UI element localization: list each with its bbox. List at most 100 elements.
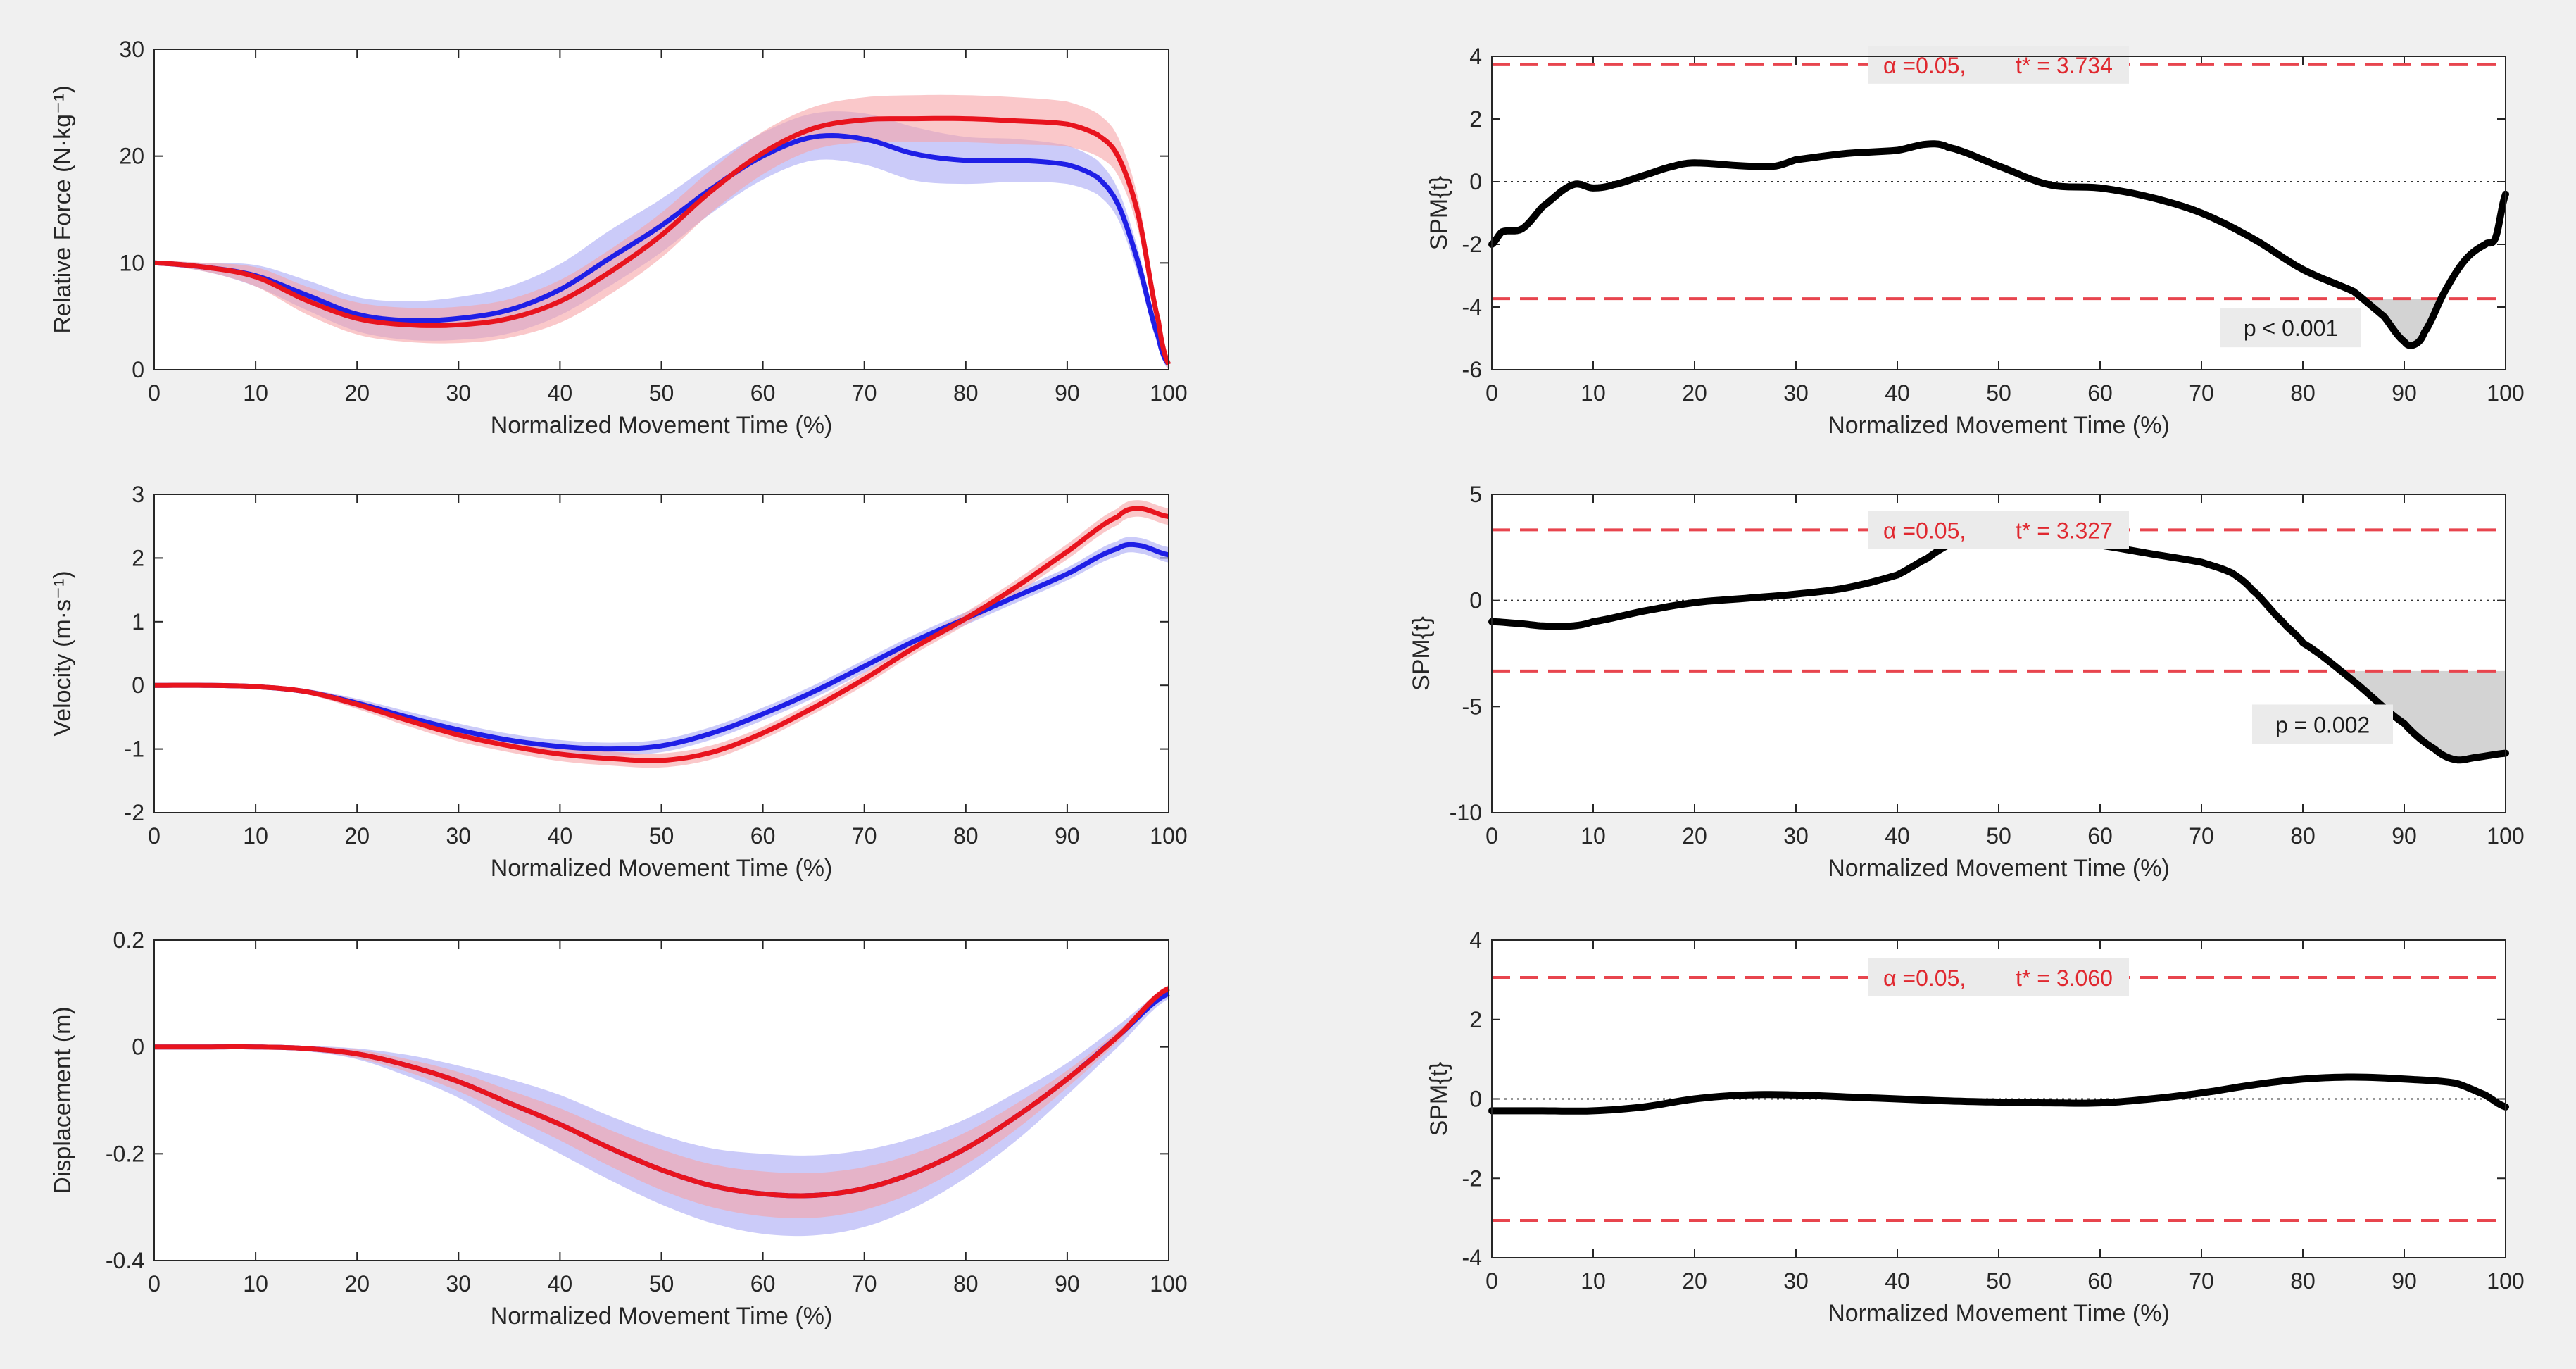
y-tick-label: -2 (125, 800, 144, 825)
y-tick-label: 0 (132, 673, 144, 698)
cluster-fill (2347, 670, 2506, 761)
x-tick-label: 60 (2087, 380, 2113, 406)
y-tick-label: 0 (132, 1034, 144, 1060)
x-tick-label: 20 (344, 823, 370, 849)
y-tick-label: 0 (1469, 169, 1482, 194)
x-axis-label: Normalized Movement Time (%) (491, 1303, 833, 1330)
mean-line-red (154, 506, 1169, 763)
x-tick-label: 70 (852, 380, 877, 406)
y-tick-label: -2 (1462, 1165, 1482, 1191)
x-tick-label: 100 (1150, 823, 1187, 849)
x-tick-label: 10 (1581, 823, 1606, 849)
x-tick-label: 40 (1885, 380, 1910, 406)
tstar-label: t* = 3.060 (2016, 965, 2113, 991)
x-tick-label: 90 (2392, 380, 2417, 406)
y-tick-label: -6 (1462, 357, 1482, 382)
x-tick-label: 100 (2487, 823, 2524, 849)
plot-frame (1491, 939, 2506, 1258)
y-tick-label: 0.2 (113, 927, 144, 953)
y-axis-label: Relative Force (N·kg⁻¹) (49, 85, 76, 333)
x-tick-label: 90 (2392, 1268, 2417, 1294)
x-tick-label: 20 (1682, 380, 1707, 406)
x-tick-label: 70 (2189, 1268, 2214, 1294)
y-axis-label: SPM{t} (1426, 176, 1452, 251)
x-tick-label: 80 (2290, 823, 2316, 849)
x-tick-label: 60 (2087, 1268, 2113, 1294)
y-tick-label: -5 (1462, 694, 1482, 719)
x-tick-label: 80 (2290, 380, 2316, 406)
x-tick-label: 0 (148, 823, 161, 849)
x-tick-label: 30 (1783, 380, 1809, 406)
x-tick-label: 60 (2087, 823, 2113, 849)
x-tick-label: 100 (2487, 380, 2524, 406)
plot-area (154, 940, 1169, 1261)
x-tick-label: 30 (446, 1271, 472, 1296)
x-tick-label: 0 (148, 1271, 161, 1296)
plot-frame (1491, 494, 2506, 813)
spm-velocity-panel: 0 10 20 30 40 50 60 70 80 90 100 -10 -5 0 5 Normalized … (1408, 482, 2525, 882)
x-tick-label: 60 (750, 1271, 776, 1296)
x-tick-label: 100 (1150, 380, 1187, 406)
mean-line-red (154, 986, 1170, 1199)
x-tick-label: 40 (1885, 1268, 1910, 1294)
mean-line-red (153, 115, 1171, 365)
y-tick-label: 10 (119, 250, 144, 275)
x-tick-label: 10 (1581, 380, 1606, 406)
x-tick-label: 100 (2487, 1268, 2524, 1294)
x-tick-label: 80 (2290, 1268, 2316, 1294)
x-tick-label: 80 (953, 380, 979, 406)
x-axis-label: Normalized Movement Time (%) (491, 855, 833, 882)
x-axis-label: Normalized Movement Time (%) (1828, 855, 2170, 882)
x-tick-label: 40 (548, 1271, 573, 1296)
x-tick-label: 40 (1885, 823, 1910, 849)
threshold-label-box (1868, 45, 2129, 84)
y-tick-label: 30 (119, 37, 144, 62)
y-tick-label: -1 (125, 737, 144, 762)
y-tick-label: 2 (1469, 1007, 1482, 1032)
x-tick-label: 30 (1783, 1268, 1809, 1294)
y-tick-label: -4 (1462, 294, 1482, 320)
x-tick-label: 20 (344, 380, 370, 406)
y-tick-label: 4 (1469, 44, 1482, 69)
x-tick-label: 40 (548, 380, 573, 406)
y-tick-label: 2 (132, 545, 144, 570)
x-tick-label: 40 (548, 823, 573, 849)
y-axis-label: Velocity (m·s⁻¹) (49, 570, 76, 736)
x-tick-label: 50 (1986, 380, 2011, 406)
threshold-label-box (1868, 958, 2129, 996)
x-tick-label: 0 (1485, 1268, 1498, 1294)
y-tick-label: 0 (132, 357, 144, 382)
y-tick-label: -10 (1450, 800, 1482, 825)
y-tick-label: 5 (1469, 482, 1482, 507)
x-tick-label: 50 (1986, 1268, 2011, 1294)
x-tick-label: 50 (649, 380, 674, 406)
x-tick-label: 90 (2392, 823, 2417, 849)
x-tick-label: 50 (649, 823, 674, 849)
x-tick-label: 90 (1055, 380, 1080, 406)
x-tick-label: 0 (1485, 380, 1498, 406)
y-tick-label: 20 (119, 144, 144, 169)
x-axis-label: Normalized Movement Time (%) (1828, 1300, 2170, 1327)
x-tick-label: 10 (243, 1271, 268, 1296)
y-axis-label: Displacement (m) (49, 1006, 76, 1194)
force-panel: 0 10 20 30 40 50 60 70 80 90 100 0 10 20 30 Normalized … (49, 37, 1188, 439)
displacement-panel: 0 10 20 30 40 50 60 70 80 90 100 -0.4 -0.2 0 0.2 Normal… (49, 927, 1188, 1330)
x-tick-label: 10 (243, 823, 268, 849)
y-axis-label: SPM{t} (1408, 616, 1435, 691)
plot-frame (153, 49, 1169, 370)
y-tick-label: 0 (1469, 1087, 1482, 1112)
y-axis-label: SPM{t} (1426, 1062, 1452, 1137)
x-tick-label: 50 (649, 1271, 674, 1296)
y-tick-label: 3 (132, 482, 144, 507)
alpha-label: α =0.05, (1883, 518, 1966, 543)
x-tick-label: 30 (446, 823, 472, 849)
y-tick-label: 0 (1469, 588, 1482, 613)
x-tick-label: 90 (1055, 823, 1080, 849)
spm-force-panel: 0 10 20 30 40 50 60 70 80 90 100 -6 -4 -2 0 2 4 Normalize… (1426, 44, 2525, 439)
cluster-label-box (2252, 704, 2393, 744)
x-axis-label: Normalized Movement Time (%) (1828, 412, 2170, 439)
plot-frame (153, 939, 1169, 1261)
x-tick-label: 30 (446, 380, 472, 406)
x-tick-label: 70 (852, 823, 877, 849)
x-tick-label: 60 (750, 823, 776, 849)
